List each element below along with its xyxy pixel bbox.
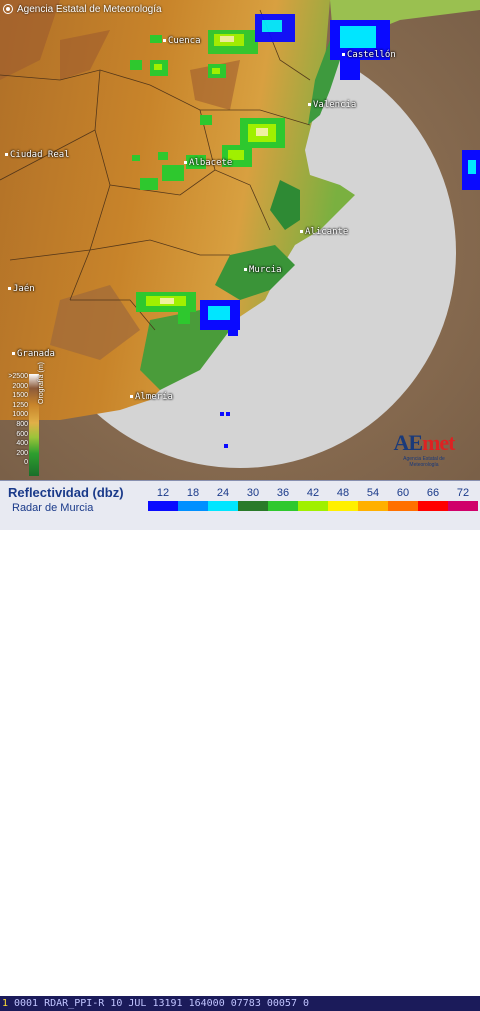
coast-green <box>308 40 345 125</box>
highland-patches <box>0 0 240 110</box>
city-albacete: Albacete <box>184 158 232 168</box>
status-footer: 1 0001 RDAR_PPI-R 10 JUL 13191 164000 07… <box>0 996 480 1011</box>
reflectivity-scale: 12 18 24 30 36 42 48 54 60 66 72 <box>148 487 478 511</box>
city-label: Murcia <box>249 265 282 275</box>
province-borders <box>0 9 311 331</box>
scale-value: 60 <box>396 487 410 499</box>
orography-label: 1250 <box>12 401 28 409</box>
lowland-murcia <box>215 245 295 300</box>
city-murcia: Murcia <box>244 265 282 275</box>
scale-value: 30 <box>246 487 260 499</box>
echo-cells <box>130 14 480 448</box>
city-label: Ciudad Real <box>10 150 70 160</box>
aemet-logo: AEmet Agencia Estatal de Meteorología <box>390 430 458 478</box>
terrain-svg <box>0 0 480 480</box>
city-ciudad-real: Ciudad Real <box>5 150 70 160</box>
logo-part-b: met <box>422 430 455 455</box>
city-almeria: Almería <box>130 392 173 402</box>
orography-label: 600 <box>16 430 28 438</box>
scale-cell: 18 <box>178 487 208 511</box>
scale-swatch <box>328 501 358 511</box>
scale-cell: 30 <box>238 487 268 511</box>
scale-value: 72 <box>456 487 470 499</box>
reflectivity-legend: Reflectividad (dbz) Radar de Murcia 12 18… <box>0 480 480 1011</box>
orography-label: 0 <box>24 459 28 467</box>
land-northeast <box>330 0 480 60</box>
orography-label: 2000 <box>12 382 28 390</box>
orography-title: Orografía (m) <box>38 361 45 404</box>
scale-cell: 12 <box>148 487 178 511</box>
orography-label: 1000 <box>12 411 28 419</box>
scale-value: 42 <box>306 487 320 499</box>
scale-value: 12 <box>156 487 170 499</box>
orography-label: 400 <box>16 440 28 448</box>
city-label: Albacete <box>189 158 233 168</box>
city-label: Valencia <box>313 100 357 110</box>
city-label: Alicante <box>305 227 349 237</box>
scale-swatch <box>268 501 298 511</box>
city-jaen: Jaén <box>8 284 35 294</box>
scale-swatch <box>448 501 478 511</box>
scale-cell: 36 <box>268 487 298 511</box>
orography-label: >2500 <box>8 373 28 380</box>
scale-swatch <box>178 501 208 511</box>
scale-cell: 48 <box>328 487 358 511</box>
city-granada: Granada <box>12 349 55 359</box>
city-label: Cuenca <box>168 36 201 46</box>
scale-swatch <box>208 501 238 511</box>
city-label: Granada <box>17 349 55 359</box>
scale-swatch <box>148 501 178 511</box>
scale-cell: 42 <box>298 487 328 511</box>
scale-value: 48 <box>336 487 350 499</box>
city-valencia: Valencia <box>308 100 356 110</box>
logo-part-a: AE <box>393 430 424 455</box>
orography-label: 1500 <box>12 392 28 400</box>
scale-cell: 60 <box>388 487 418 511</box>
scale-cell: 54 <box>358 487 388 511</box>
city-alicante: Alicante <box>300 227 348 237</box>
sierra-patch <box>50 285 140 360</box>
scale-swatch <box>388 501 418 511</box>
scale-swatch <box>358 501 388 511</box>
scale-value: 36 <box>276 487 290 499</box>
footer-marker: 1 <box>2 998 9 1009</box>
logo-wordmark: AEmet <box>390 430 458 456</box>
scale-value: 54 <box>366 487 380 499</box>
scale-swatch <box>298 501 328 511</box>
legend-title: Reflectividad (dbz) <box>8 485 124 500</box>
radar-map: Agencia Estatal de Meteorología Cuenca C… <box>0 0 480 480</box>
scale-cell: 72 <box>448 487 478 511</box>
scale-value: 66 <box>426 487 440 499</box>
radar-name: Radar de Murcia <box>12 502 94 514</box>
scale-cell: 66 <box>418 487 448 511</box>
scale-value: 18 <box>186 487 200 499</box>
scale-swatch <box>418 501 448 511</box>
orography-labels: >2500 2000 1500 1250 1000 800 600 400 200 0 <box>0 372 28 468</box>
city-castellon: Castellón <box>342 50 396 60</box>
city-cuenca: Cuenca <box>163 36 201 46</box>
scale-swatch <box>238 501 268 511</box>
scale-cell: 24 <box>208 487 238 511</box>
city-label: Castellón <box>347 50 396 60</box>
top-bar: Agencia Estatal de Meteorología <box>0 0 162 18</box>
city-label: Jaén <box>13 284 35 294</box>
agency-label: Agencia Estatal de Meteorología <box>17 3 162 15</box>
footer-text: 0001 RDAR_PPI-R 10 JUL 13191 164000 0778… <box>14 998 310 1009</box>
logo-subtitle: Agencia Estatal de Meteorología <box>403 456 445 468</box>
scale-value: 24 <box>216 487 230 499</box>
orography-label: 800 <box>16 420 28 428</box>
orography-label: 200 <box>16 449 28 457</box>
city-label: Almería <box>135 392 173 402</box>
orography-bar <box>29 374 39 476</box>
agency-icon <box>3 4 13 14</box>
orography-scale: >2500 2000 1500 1250 1000 800 600 400 200 0 Orogr… <box>0 362 52 478</box>
lowland-alicante <box>270 180 300 230</box>
